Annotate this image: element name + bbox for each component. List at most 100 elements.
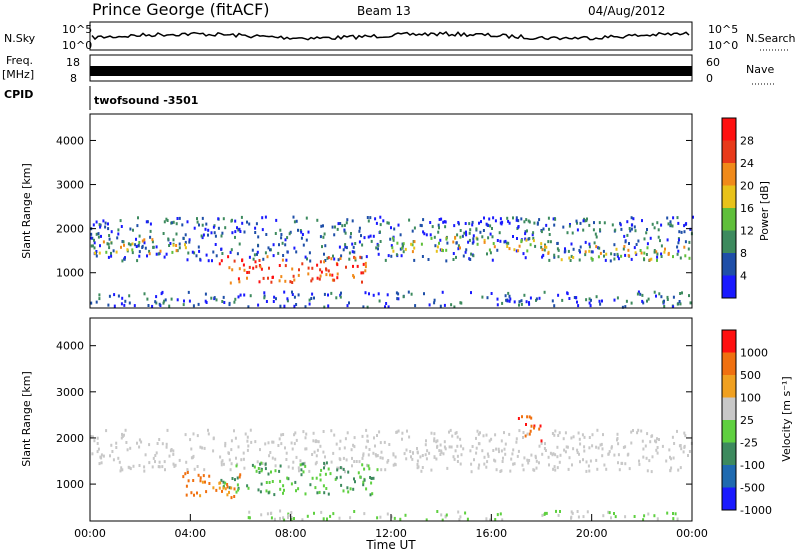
heatmap-cell-410 bbox=[589, 459, 592, 463]
heatmap-cell-281 bbox=[439, 453, 442, 456]
heatmap-cell-361 bbox=[299, 229, 302, 232]
heatmap-cell-627 bbox=[175, 244, 178, 247]
heatmap-cell-73 bbox=[638, 459, 640, 463]
heatmap-cell-206 bbox=[512, 462, 515, 466]
heatmap-cell-90 bbox=[569, 223, 571, 226]
heatmap-cell-478 bbox=[332, 254, 334, 258]
heatmap-cell-387 bbox=[132, 464, 135, 468]
heatmap-cell-600 bbox=[265, 481, 268, 484]
heatmap-cell-342 bbox=[184, 233, 187, 237]
heatmap-cell-950 bbox=[377, 292, 380, 296]
heatmap-cell-296 bbox=[164, 468, 166, 472]
heatmap-cell-586 bbox=[620, 227, 623, 231]
heatmap-cell-334 bbox=[456, 233, 459, 237]
heatmap-cell-576 bbox=[163, 220, 166, 224]
heatmap-cell-727 bbox=[481, 235, 484, 239]
heatmap-cell-17 bbox=[123, 433, 125, 437]
heatmap-cell-526 bbox=[500, 439, 503, 443]
heatmap-cell-363 bbox=[504, 452, 507, 456]
heatmap-cell-40 bbox=[335, 442, 338, 446]
heatmap-cell-443 bbox=[527, 237, 530, 241]
heatmap-cell-125 bbox=[221, 231, 224, 235]
heatmap-cell-197 bbox=[294, 431, 297, 435]
heatmap-cell-200 bbox=[465, 230, 467, 234]
freq-band bbox=[90, 66, 692, 76]
heatmap-cell-395 bbox=[646, 469, 649, 473]
heatmap-cell-695 bbox=[297, 273, 300, 277]
heatmap-cell-659 bbox=[184, 472, 187, 476]
heatmap-cell-569 bbox=[167, 237, 170, 241]
heatmap-cell-61 bbox=[189, 438, 192, 442]
heatmap-cell-756 bbox=[410, 242, 413, 246]
heatmap-cell-777 bbox=[435, 249, 438, 253]
heatmap-cell-699 bbox=[540, 439, 543, 443]
heatmap-cell-253 bbox=[119, 219, 122, 223]
heatmap-cell-838 bbox=[588, 301, 591, 305]
heatmap-cell-527 bbox=[121, 468, 124, 472]
heatmap-cell-365 bbox=[637, 428, 640, 432]
heatmap-cell-248 bbox=[454, 449, 457, 453]
heatmap-cell-144 bbox=[479, 431, 481, 435]
heatmap-cell-677 bbox=[284, 279, 287, 283]
heatmap-cell-5 bbox=[95, 232, 98, 236]
heatmap-cell-146 bbox=[541, 452, 544, 456]
heatmap-cell-668 bbox=[187, 479, 190, 483]
heatmap-cell-15 bbox=[630, 441, 633, 445]
freq-tick-top: 18 bbox=[66, 56, 80, 69]
heatmap-cell-734 bbox=[672, 517, 675, 521]
heatmap-cell-126 bbox=[277, 444, 280, 447]
heatmap-cell-393 bbox=[312, 439, 315, 443]
heatmap-cell-1029 bbox=[291, 290, 293, 294]
heatmap-cell-220 bbox=[201, 236, 204, 240]
heatmap-cell-227 bbox=[211, 259, 213, 263]
heatmap-cell-986 bbox=[98, 297, 101, 301]
heatmap-cell-777 bbox=[466, 517, 469, 521]
heatmap-cell-1035 bbox=[433, 301, 436, 305]
heatmap-cell-649 bbox=[323, 461, 326, 465]
heatmap-cell-508 bbox=[683, 224, 686, 228]
heatmap-cell-402 bbox=[651, 455, 654, 459]
xtick-label-1: 04:00 bbox=[174, 527, 206, 540]
heatmap-cell-271 bbox=[149, 229, 152, 233]
heatmap-cell-386 bbox=[544, 449, 547, 452]
heatmap-cell-614 bbox=[126, 248, 129, 252]
heatmap-cell-907 bbox=[666, 298, 669, 301]
heatmap-cell-276 bbox=[303, 461, 306, 465]
velocity-cbar-tick-3: 25 bbox=[740, 414, 754, 427]
heatmap-cell-596 bbox=[282, 484, 285, 488]
heatmap-cell-46 bbox=[444, 225, 447, 229]
heatmap-cell-802 bbox=[646, 246, 649, 250]
heatmap-cell-129 bbox=[464, 250, 467, 254]
nave-tick-top: 60 bbox=[706, 56, 720, 69]
heatmap-cell-103 bbox=[581, 433, 584, 437]
heatmap-cell-645 bbox=[252, 266, 255, 270]
heatmap-cell-545 bbox=[271, 480, 274, 483]
heatmap-cell-451 bbox=[158, 465, 161, 469]
heatmap-cell-435 bbox=[243, 230, 246, 234]
heatmap-cell-274 bbox=[366, 216, 369, 219]
power-ytick-label-2: 3000 bbox=[56, 179, 84, 192]
heatmap-cell-537 bbox=[278, 243, 280, 247]
heatmap-cell-780 bbox=[329, 514, 332, 518]
heatmap-cell-575 bbox=[260, 461, 263, 465]
heatmap-cell-784 bbox=[464, 511, 467, 515]
heatmap-cell-612 bbox=[304, 492, 307, 496]
heatmap-cell-290 bbox=[438, 449, 441, 453]
heatmap-cell-419 bbox=[597, 246, 600, 250]
heatmap-cell-484 bbox=[551, 432, 554, 435]
heatmap-cell-653 bbox=[281, 258, 284, 262]
heatmap-cell-803 bbox=[684, 254, 687, 258]
heatmap-cell-693 bbox=[330, 257, 333, 261]
heatmap-cell-671 bbox=[336, 272, 339, 276]
heatmap-cell-41 bbox=[485, 433, 488, 437]
heatmap-cell-694 bbox=[255, 265, 258, 269]
heatmap-cell-796 bbox=[605, 252, 608, 256]
heatmap-cell-886 bbox=[323, 292, 326, 296]
heatmap-cell-95 bbox=[322, 235, 325, 239]
heatmap-cell-216 bbox=[331, 225, 334, 229]
heatmap-cell-492 bbox=[138, 464, 141, 467]
heatmap-cell-562 bbox=[314, 486, 317, 490]
heatmap-cell-481 bbox=[613, 253, 616, 257]
heatmap-cell-132 bbox=[291, 447, 294, 451]
heatmap-cell-363 bbox=[123, 257, 126, 261]
